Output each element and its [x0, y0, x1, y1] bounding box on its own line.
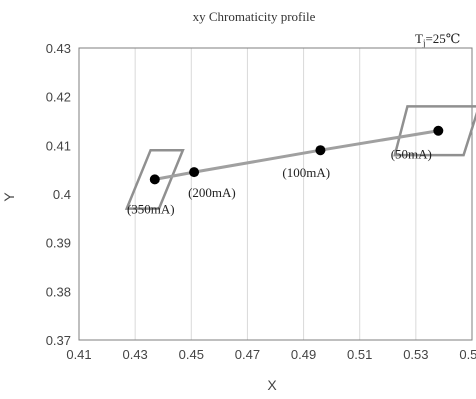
data-point-label: (200mA)	[188, 185, 236, 200]
x-axis-title: X	[267, 377, 277, 393]
x-tick-label: 0.41	[66, 347, 91, 362]
x-tick-label: 0.43	[122, 347, 147, 362]
y-tick-label: 0.37	[46, 333, 71, 348]
y-tick-label: 0.43	[46, 41, 71, 56]
chart-title: xy Chromaticity profile	[193, 9, 316, 24]
y-axis-title: Y	[1, 192, 17, 202]
grid-layer	[134, 48, 417, 340]
data-point-label: (350mA)	[127, 201, 175, 216]
x-tick-label: 0.49	[291, 347, 316, 362]
condition-label-value: =25℃	[425, 31, 460, 46]
x-tick-label: 0.45	[179, 347, 204, 362]
tolerance-box-layer	[124, 105, 476, 210]
tolerance-box	[393, 105, 476, 157]
data-point-layer	[149, 125, 444, 185]
x-tick-label: 0.55	[459, 347, 476, 362]
x-tick-label: 0.47	[235, 347, 260, 362]
axis-layer: 0.41 0.43 0.45 0.47 0.49 0.51 0.53 0.55 0.37 0.38…	[46, 41, 476, 362]
series-line-layer	[154, 129, 439, 181]
y-tick-label: 0.41	[46, 138, 71, 153]
x-tick-label: 0.51	[347, 347, 372, 362]
data-point	[149, 174, 160, 185]
y-tick-label: 0.39	[46, 236, 71, 251]
data-point-label: (50mA)	[391, 147, 432, 162]
condition-label: Tj=25℃	[415, 31, 460, 48]
x-tick-label: 0.53	[403, 347, 428, 362]
y-tick-label: 0.38	[46, 284, 71, 299]
data-label-layer: (350mA) (200mA) (100mA) (50mA)	[127, 147, 432, 217]
plot-frame	[78, 47, 473, 341]
condition-label-sub: j	[422, 38, 426, 48]
data-point	[315, 145, 326, 156]
tolerance-box	[124, 148, 185, 210]
data-point	[433, 125, 444, 136]
data-point-label: (100mA)	[282, 165, 330, 180]
y-tick-label: 0.42	[46, 90, 71, 105]
y-tick-label: 0.4	[53, 187, 71, 202]
series-line	[154, 129, 439, 181]
condition-label-main: T	[415, 31, 423, 46]
data-point	[189, 167, 200, 178]
